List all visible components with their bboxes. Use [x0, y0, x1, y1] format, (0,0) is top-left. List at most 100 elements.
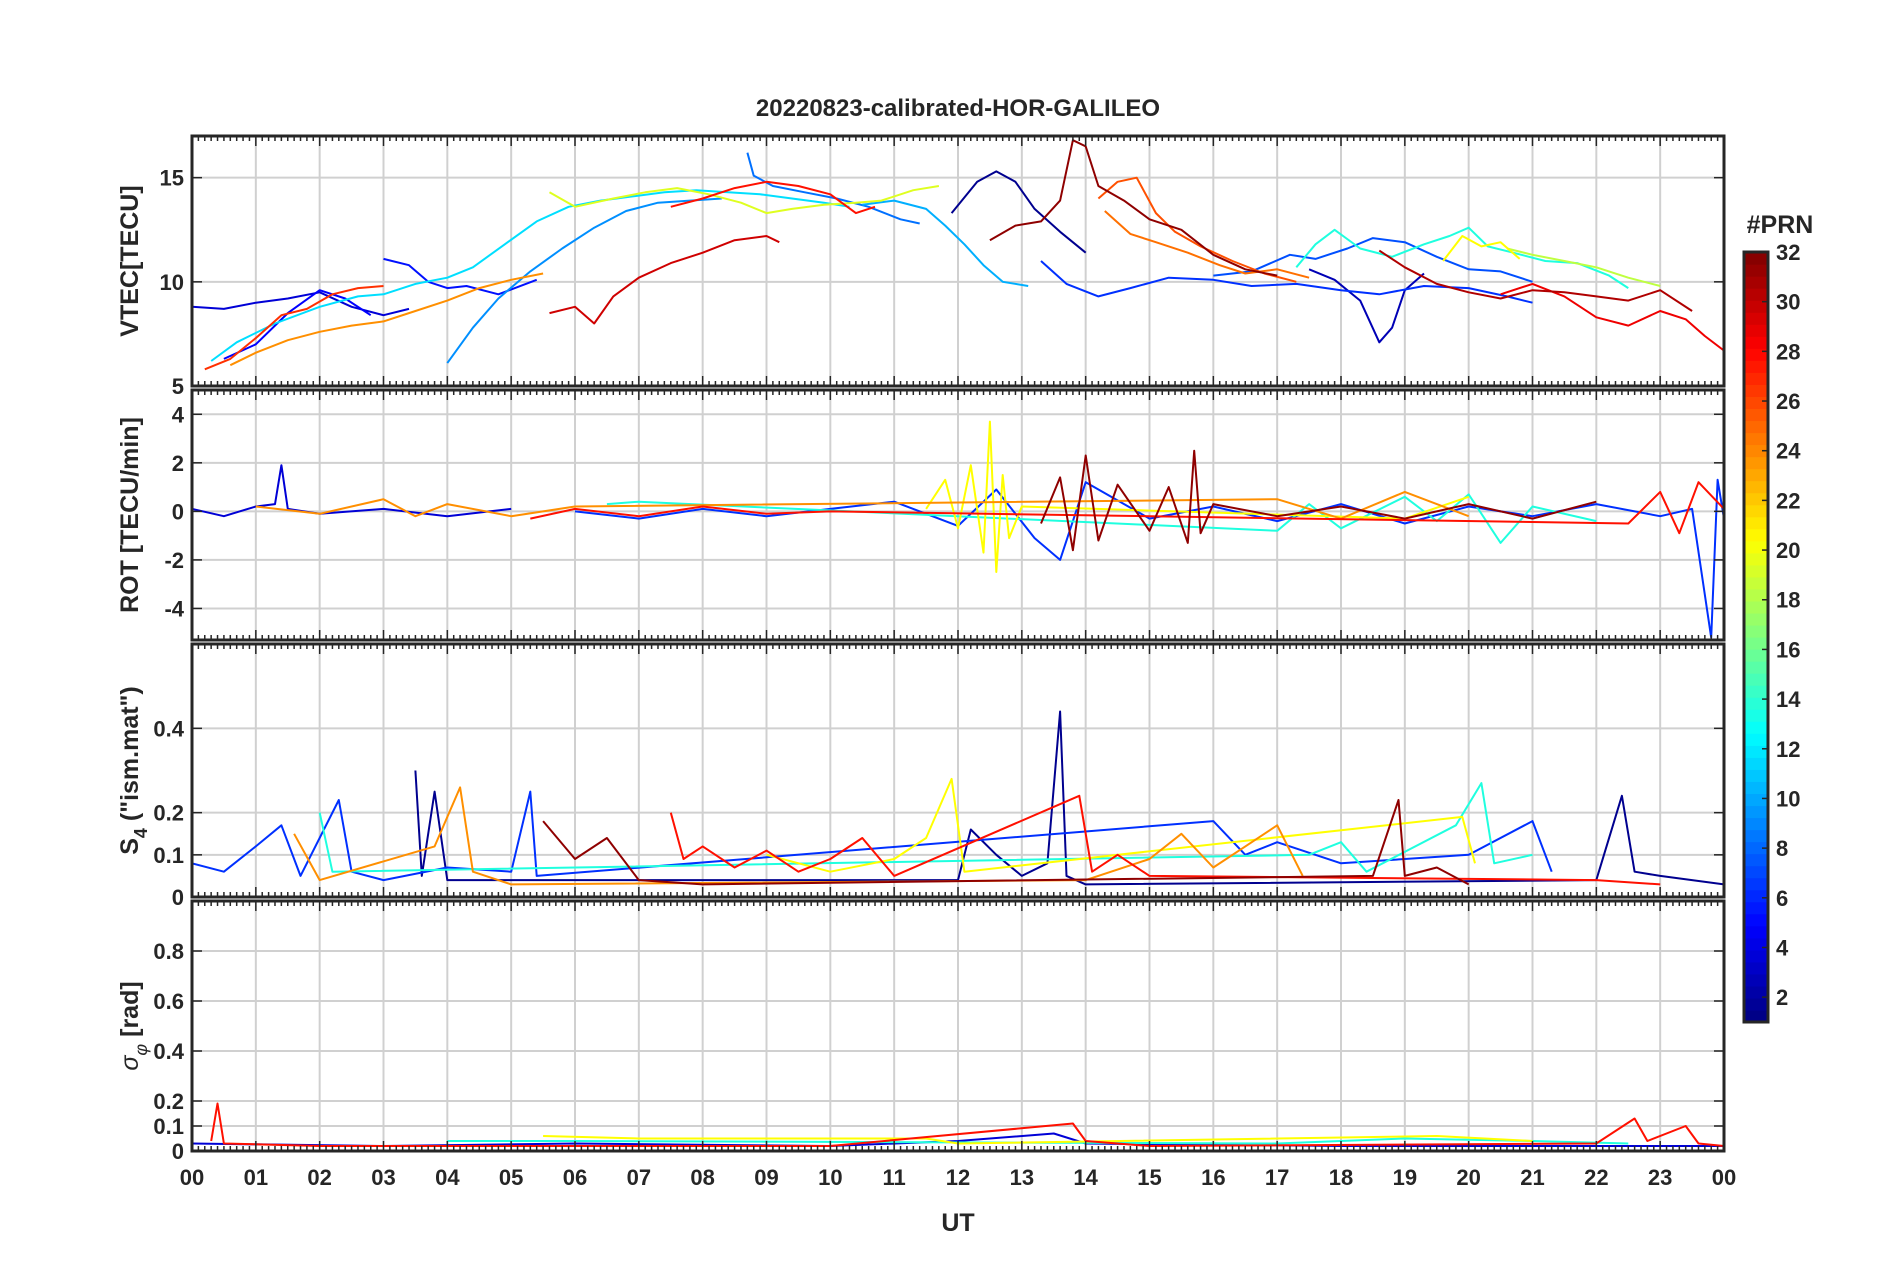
colorbar-segment [1744, 925, 1768, 939]
y-tick-label: 0.6 [153, 989, 184, 1014]
y-label-phi: φ [131, 1044, 151, 1056]
series-line-prn-25 [1104, 210, 1310, 279]
y-tick-label: 2 [172, 451, 184, 476]
series-line-prn-20 [1442, 235, 1521, 262]
series-line-prn-6 [1040, 260, 1533, 304]
x-tick-label: 04 [435, 1165, 460, 1190]
colorbar-tick-label: 28 [1776, 339, 1800, 364]
x-tick-label: 18 [1329, 1165, 1353, 1190]
y-label-s: S [116, 838, 144, 855]
y-tick-label: 0.8 [153, 939, 184, 964]
x-tick-label: 22 [1584, 1165, 1608, 1190]
series-line-prn-1 [950, 170, 1087, 254]
y-label-sigma: σ [116, 1055, 144, 1071]
colorbar-segment [1744, 432, 1768, 446]
colorbar-tick-label: 16 [1776, 637, 1800, 662]
colorbar-segment [1744, 733, 1768, 746]
panel-s4: 00.10.20.4S4 ("ism.mat") [116, 642, 1726, 910]
panel-rot: -4 -2 0 2 4 ROT [TECU/min] [116, 388, 1726, 642]
series-line-prn-30 [549, 235, 780, 325]
series-line-prn-24 [229, 272, 544, 367]
colorbar-segment [1744, 889, 1768, 903]
y-tick-label: 0.1 [153, 1114, 184, 1139]
y-label-sub: 4 [131, 828, 151, 838]
colorbar-segment [1744, 264, 1768, 277]
colorbar-segment [1744, 456, 1768, 470]
y-tick-label: 15 [160, 166, 184, 191]
series-line-prn-4 [223, 289, 372, 360]
colorbar-segment [1744, 288, 1768, 301]
colorbar-segment [1744, 745, 1768, 758]
colorbar-segment [1744, 420, 1768, 434]
colorbar-segment [1744, 697, 1768, 710]
x-tick-label: 17 [1265, 1165, 1289, 1190]
colorbar-segment [1744, 276, 1768, 289]
y-tick-label: -2 [164, 548, 184, 573]
axes-frame [190, 642, 1726, 899]
colorbar-segment [1744, 516, 1768, 530]
series-line-prn-27 [204, 285, 384, 371]
colorbar-segment [1744, 312, 1768, 325]
figure-title: 20220823-calibrated-HOR-GALILEO [756, 95, 1160, 122]
x-tick-label: 14 [1073, 1165, 1098, 1190]
series-line-prn-3 [192, 291, 410, 317]
y-axis-label: VTEC[TECU] [116, 185, 144, 336]
colorbar-segment [1744, 624, 1768, 638]
colorbar-segment [1744, 673, 1768, 686]
colorbar-segment [1744, 901, 1768, 915]
y-label-rest: ("ism.mat") [116, 686, 144, 828]
series-line-prn-13 [318, 782, 1533, 873]
series-line-prn-26 [1097, 176, 1297, 283]
colorbar-segment [1744, 336, 1768, 349]
series-line-prn-10 [862, 199, 1029, 287]
x-tick-label: 10 [818, 1165, 842, 1190]
y-tick-label: -4 [164, 596, 184, 621]
colorbar-tick-label: 20 [1776, 538, 1800, 563]
colorbar-segment [1744, 841, 1768, 855]
colorbar-tick-label: 12 [1776, 737, 1800, 762]
x-tick-label: 03 [371, 1165, 395, 1190]
series-line-prn-20 [766, 777, 1476, 873]
axes-frame [190, 388, 1726, 642]
colorbar-label: #PRN [1747, 211, 1814, 239]
y-tick-label: 4 [172, 402, 185, 427]
colorbar-segment [1744, 396, 1768, 410]
colorbar-segment [1744, 408, 1768, 422]
colorbar-segment [1744, 661, 1768, 674]
colorbar-segment [1744, 985, 1768, 999]
series-line-prn-31 [1378, 249, 1693, 312]
axes-frame [190, 134, 1726, 388]
colorbar-segment [1744, 348, 1768, 361]
colorbar-segment [1744, 612, 1768, 626]
colorbar-segment [1744, 480, 1768, 494]
colorbar-segment [1744, 504, 1768, 518]
colorbar-tick-label: 22 [1776, 488, 1800, 513]
colorbar-segment [1744, 793, 1768, 807]
colorbar-segment [1744, 252, 1768, 265]
y-axis-label: S4 ("ism.mat") [116, 686, 151, 855]
colorbar-segment [1744, 324, 1768, 337]
x-tick-label: 01 [244, 1165, 268, 1190]
colorbar-segment [1744, 649, 1768, 662]
x-tick-label: 07 [627, 1165, 651, 1190]
colorbar-segment [1744, 937, 1768, 951]
x-tick-label: 02 [307, 1165, 331, 1190]
colorbar-frame [1742, 250, 1770, 1024]
x-tick-label: 19 [1393, 1165, 1417, 1190]
series-line-prn-20 [925, 420, 1470, 573]
series-group [192, 710, 1724, 886]
series-line-prn-18 [1506, 247, 1661, 287]
colorbar-tick-label: 8 [1776, 836, 1788, 861]
series-line-prn-32 [542, 799, 1470, 886]
series-line-prn-29 [1500, 282, 1724, 352]
series-line-prn-13 [606, 493, 1597, 544]
colorbar-segment [1744, 360, 1768, 373]
y-axis-label: ROT [TECU/min] [116, 417, 144, 613]
axes-frame [190, 899, 1726, 1153]
colorbar-segment [1744, 588, 1768, 602]
colorbar-segment [1744, 685, 1768, 698]
y-tick-label: 0 [172, 1139, 184, 1164]
